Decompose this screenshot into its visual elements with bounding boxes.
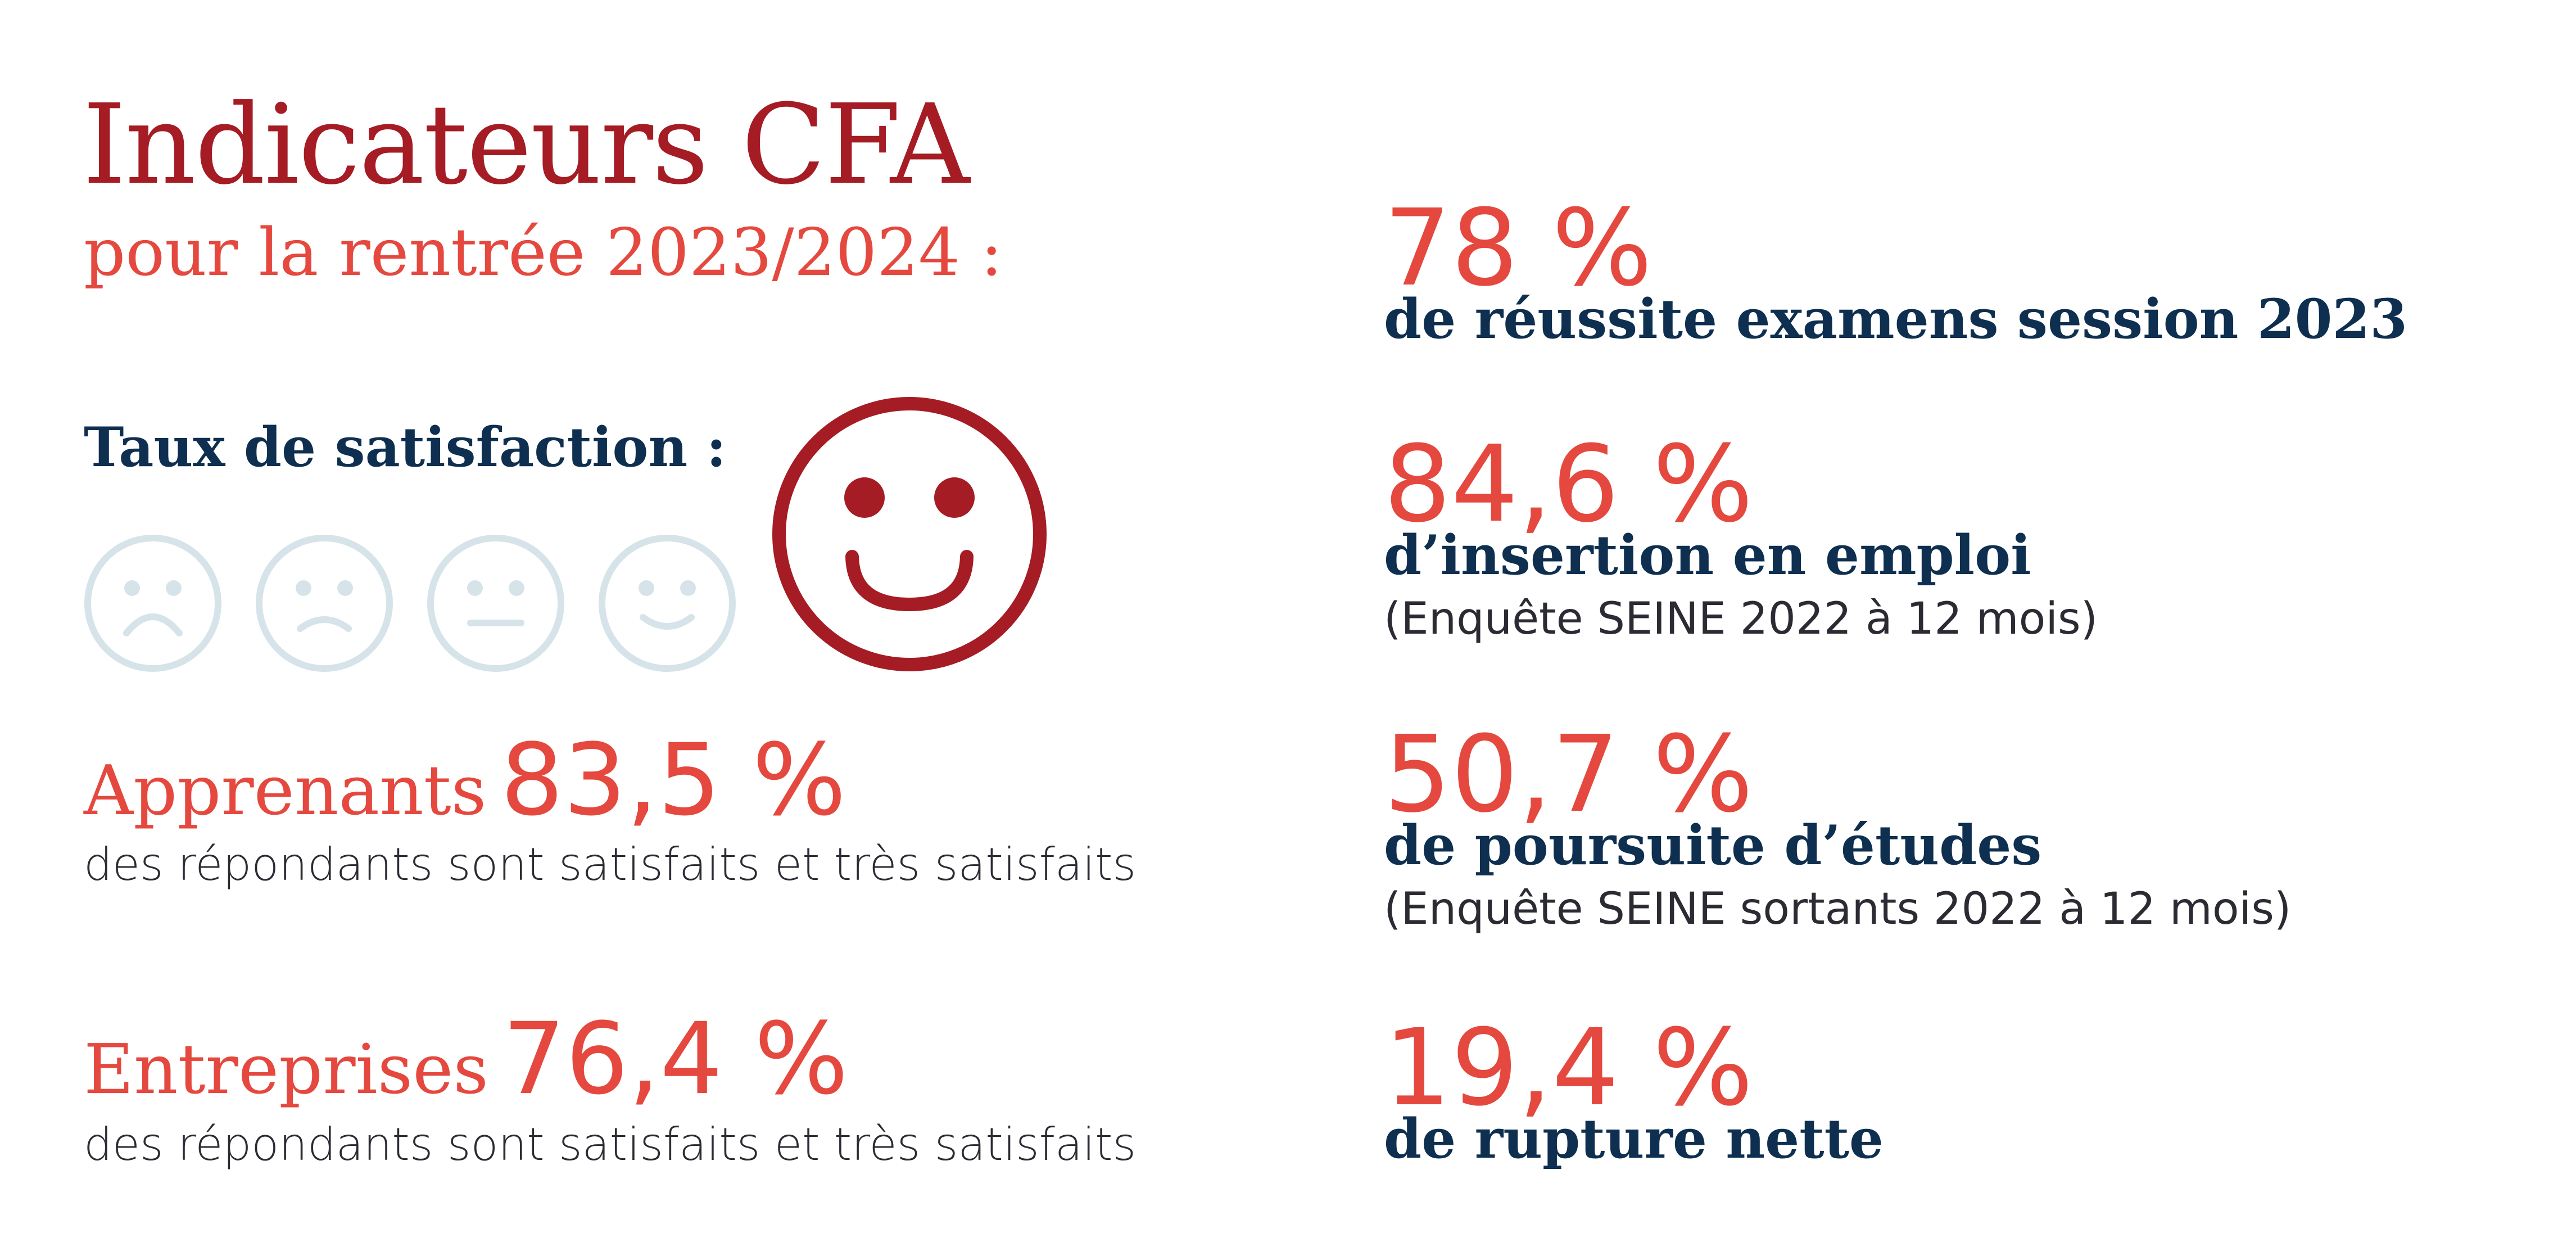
further-studies-value: 50,7 % xyxy=(1384,713,1753,836)
sad-face-icon xyxy=(256,535,393,672)
learners-metric: Apprenants 83,5 % xyxy=(84,731,846,830)
dropout-caption: de rupture nette xyxy=(1384,1107,1884,1171)
learners-label: Apprenants xyxy=(84,751,487,830)
dropout-value: 19,4 % xyxy=(1384,1006,1753,1130)
employment-caption: d’insertion en emploi xyxy=(1384,523,2031,587)
learners-value: 83,5 % xyxy=(500,722,846,838)
exam-success-caption: de réussite examens session 2023 xyxy=(1384,287,2408,351)
slight-smile-face-icon xyxy=(599,535,736,672)
companies-value: 76,4 % xyxy=(502,1001,849,1117)
companies-label: Entreprises xyxy=(84,1029,489,1109)
page-subtitle: pour la rentrée 2023/2024 : xyxy=(84,215,1003,291)
satisfaction-label: Taux de satisfaction : xyxy=(84,416,727,479)
learners-description: des répondants sont satisfaits et très s… xyxy=(84,838,1137,891)
exam-success-value: 78 % xyxy=(1384,187,1653,310)
companies-metric: Entreprises 76,4 % xyxy=(84,1010,848,1109)
employment-note: (Enquête SEINE 2022 à 12 mois) xyxy=(1384,594,2098,644)
companies-description: des répondants sont satisfaits et très s… xyxy=(84,1118,1137,1171)
further-studies-note: (Enquête SEINE sortants 2022 à 12 mois) xyxy=(1384,884,2292,934)
further-studies-caption: de poursuite d’études xyxy=(1384,814,2042,877)
neutral-face-icon xyxy=(427,535,564,672)
page-title: Indicateurs CFA xyxy=(83,81,970,209)
very-sad-face-icon xyxy=(84,535,221,672)
happy-face-icon xyxy=(772,397,1047,671)
employment-value: 84,6 % xyxy=(1384,423,1753,546)
